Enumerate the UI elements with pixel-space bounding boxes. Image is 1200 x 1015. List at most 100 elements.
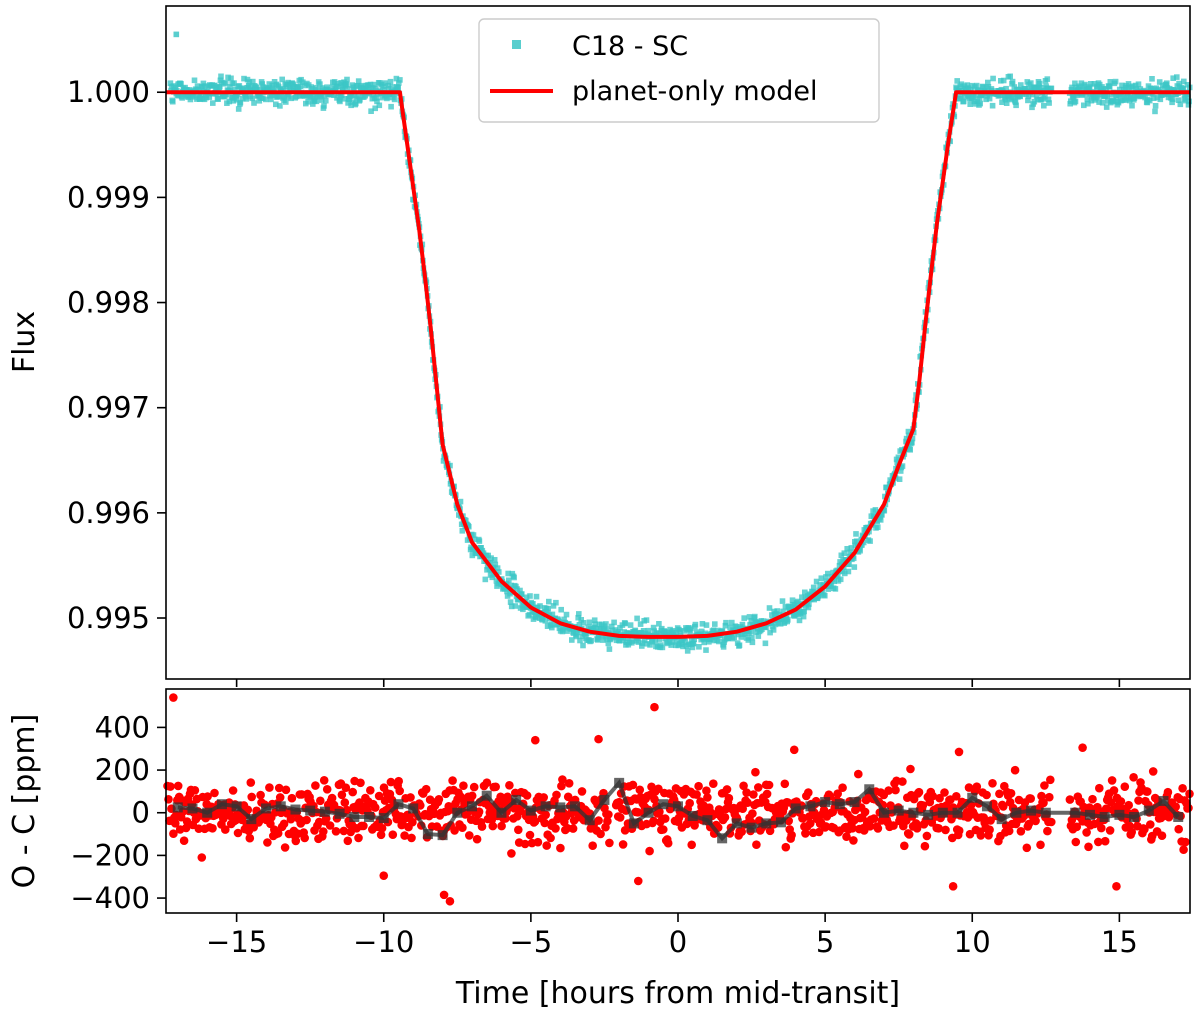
flux-point <box>1149 76 1155 82</box>
residual-point <box>280 843 290 852</box>
flux-point <box>883 484 890 491</box>
flux-point <box>199 83 205 90</box>
flux-point <box>1157 96 1164 103</box>
residual-point <box>918 801 928 810</box>
flux-point <box>376 102 383 109</box>
flux-point <box>666 639 673 645</box>
flux-point <box>447 462 453 469</box>
top-ytick-label: 0.996 <box>67 496 150 530</box>
flux-point <box>735 631 742 638</box>
residual-point <box>742 788 751 797</box>
flux-point <box>1103 86 1109 92</box>
residual-point <box>233 828 243 838</box>
residual-point <box>663 838 673 848</box>
flux-point <box>1041 102 1047 109</box>
binned-point <box>290 804 301 815</box>
binned-point <box>202 807 213 818</box>
flux-point <box>215 96 221 102</box>
flux-point <box>172 84 179 91</box>
flux-point <box>720 644 727 650</box>
binned-point <box>408 803 419 814</box>
flux-point <box>748 618 755 624</box>
flux-point <box>234 96 240 103</box>
flux-point <box>1180 86 1186 92</box>
flux-point <box>473 550 480 557</box>
residual-point <box>340 798 350 807</box>
flux-point <box>382 80 388 86</box>
residual-point <box>833 789 842 798</box>
flux-point <box>246 79 253 85</box>
flux-point <box>1152 108 1158 115</box>
flux-point <box>739 621 746 628</box>
flux-point <box>753 629 759 635</box>
residual-point <box>247 792 256 802</box>
flux-point <box>1085 100 1091 107</box>
flux-point <box>343 82 350 88</box>
flux-point <box>593 626 600 632</box>
flux-point <box>983 96 989 103</box>
residual-point <box>577 787 587 796</box>
flux-point <box>1072 98 1079 105</box>
residual-point <box>477 822 487 831</box>
binned-point <box>349 812 360 822</box>
residual-point <box>1107 776 1117 785</box>
flux-point <box>367 81 374 88</box>
residual-point <box>1105 826 1115 835</box>
residual-point <box>1184 803 1193 813</box>
top-panel: 0.995 0.996 0.997 0.998 0.999 1.000 Flux C18 … <box>7 5 1193 687</box>
residual-point <box>1127 827 1136 837</box>
residual-point <box>692 790 701 799</box>
flux-point <box>875 524 881 530</box>
residual-point <box>386 777 396 787</box>
binned-point <box>1070 807 1081 818</box>
flux-point <box>1146 97 1153 104</box>
binned-point <box>864 784 875 795</box>
residual-point <box>912 824 922 833</box>
flux-point <box>397 77 403 83</box>
bottom-xlabel: Time [hours from mid-transit] <box>455 976 900 1011</box>
residual-point <box>256 790 265 800</box>
flux-point <box>998 78 1004 84</box>
residual-point <box>1179 845 1188 854</box>
flux-point <box>780 608 786 615</box>
residual-point <box>210 788 219 798</box>
flux-point <box>1042 94 1048 100</box>
flux-point <box>655 631 662 637</box>
flux-point <box>331 79 338 85</box>
flux-point <box>621 629 627 635</box>
flux-point <box>844 546 850 552</box>
binned-point <box>1040 807 1051 818</box>
flux-point <box>370 92 377 98</box>
flux-point <box>1170 75 1176 81</box>
flux-point <box>391 96 398 103</box>
residual-point <box>366 786 375 795</box>
flux-point <box>813 578 820 585</box>
flux-point <box>776 611 783 618</box>
flux-point <box>372 105 378 112</box>
flux-point <box>989 102 996 109</box>
flux-point <box>749 639 756 646</box>
flux-point <box>385 86 392 92</box>
flux-point <box>237 99 244 106</box>
flux-point <box>393 75 400 82</box>
flux-point <box>307 93 314 100</box>
flux-point <box>832 586 839 592</box>
bottom-ticks: −400 −200 0 200 400 −15 −10 −5 0 5 10 15 <box>70 710 1137 959</box>
residual-point <box>394 776 404 786</box>
bottom-panel: −400 −200 0 200 400 −15 −10 −5 0 5 10 15 O - C [ppm… <box>7 688 1194 1011</box>
flux-point <box>1082 81 1088 88</box>
flux-point <box>459 528 466 534</box>
flux-point <box>335 80 341 87</box>
flux-point <box>1081 102 1087 109</box>
binned-point <box>761 818 772 829</box>
residual-point <box>645 846 654 856</box>
residual-point <box>380 796 390 805</box>
flux-point <box>639 643 645 649</box>
binned-point <box>849 797 860 808</box>
binned-point <box>937 807 948 818</box>
flux-point <box>857 547 863 554</box>
binned-point <box>1129 812 1140 822</box>
residual-point <box>1006 789 1016 798</box>
flux-point <box>1182 97 1189 104</box>
flux-point <box>227 84 233 90</box>
